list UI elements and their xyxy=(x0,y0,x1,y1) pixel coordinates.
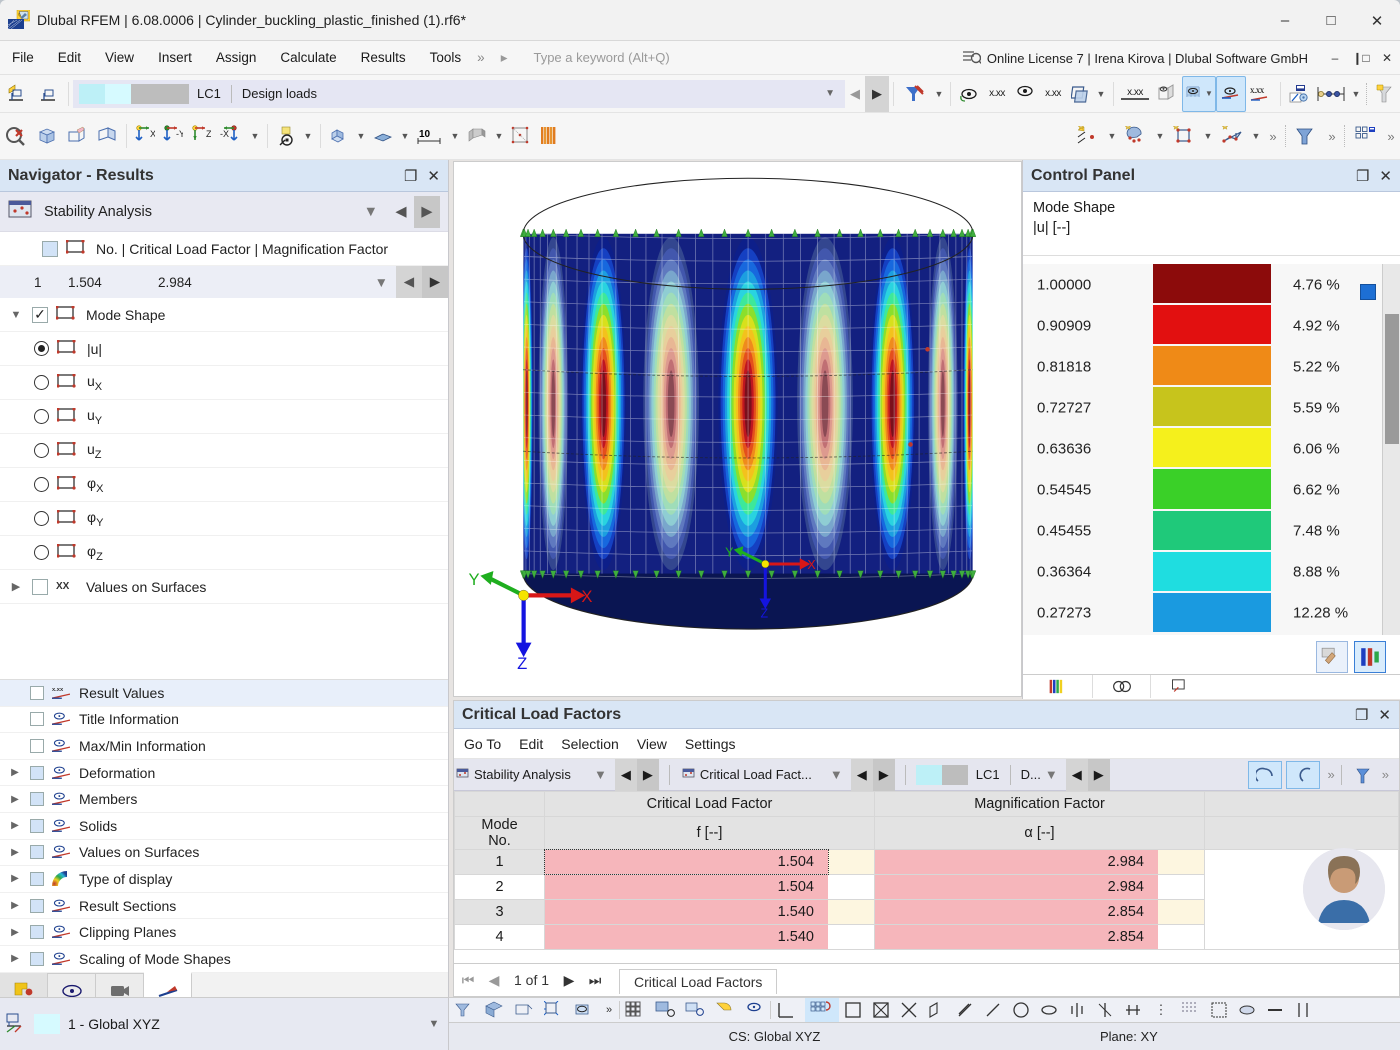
svg-text:-Y: -Y xyxy=(176,129,183,139)
svg-text:Z: Z xyxy=(206,129,211,139)
svg-text:Y: Y xyxy=(725,545,734,559)
svg-text:X: X xyxy=(807,558,816,572)
svg-text:Z: Z xyxy=(761,607,769,621)
svg-text:-X: -X xyxy=(220,129,229,139)
svg-text:X: X xyxy=(581,587,592,606)
svg-text:Y: Y xyxy=(469,570,480,589)
svg-text:Z: Z xyxy=(517,654,527,673)
svg-text:X: X xyxy=(150,129,155,139)
svg-text:10: 10 xyxy=(419,129,431,140)
svg-text:x.xx: x.xx xyxy=(52,687,64,693)
svg-text:x.xx: x.xx xyxy=(1250,85,1265,95)
